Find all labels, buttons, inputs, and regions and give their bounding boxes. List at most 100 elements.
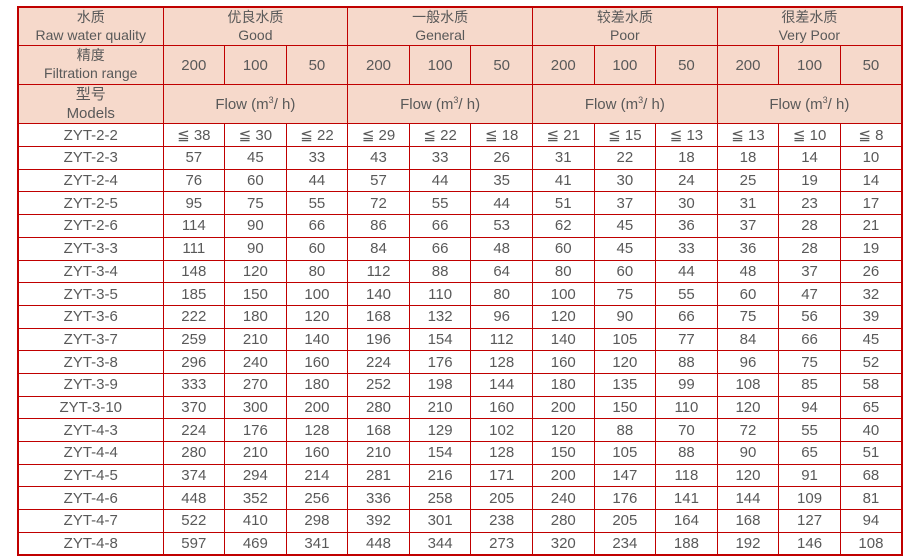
cubed-superscript: 3 bbox=[453, 94, 459, 105]
flow-value-cell: 120 bbox=[531, 304, 595, 329]
table-row: ZYT-3-3 111 90 60 84 66 48 60 45 33 36 28 19 bbox=[17, 236, 903, 261]
flow-value-cell: 58 bbox=[839, 372, 903, 397]
flow-value-cell: 120 bbox=[285, 304, 349, 329]
filtration-range-zh: 精度 bbox=[76, 47, 105, 64]
flow-value-cell: 140 bbox=[531, 327, 595, 352]
flow-value-cell: 88 bbox=[655, 441, 718, 465]
group-header-very-poor: 很差水质 Very Poor bbox=[716, 6, 903, 46]
flow-value-cell: 55 bbox=[778, 418, 841, 442]
flow-value-cell: 258 bbox=[408, 486, 472, 511]
flow-value-cell: 30 bbox=[593, 168, 657, 193]
filtration-value-cell: 100 bbox=[224, 45, 287, 85]
flow-value-cell: 26 bbox=[470, 146, 533, 170]
flow-value-cell: 185 bbox=[162, 282, 226, 306]
flow-value-cell: 150 bbox=[593, 395, 657, 420]
flow-value-cell: 45 bbox=[839, 327, 903, 352]
flow-value-cell: ≦ 13 bbox=[716, 123, 780, 148]
model-cell: ZYT-3-3 bbox=[17, 236, 164, 261]
flow-value-cell: 48 bbox=[716, 259, 780, 284]
flow-value-cell: 36 bbox=[655, 214, 718, 238]
flow-value-cell: 75 bbox=[224, 191, 287, 216]
flow-value-cell: ≦ 29 bbox=[347, 123, 410, 148]
table-body: ZYT-2-2 ≦ 38 ≦ 30 ≦ 22 ≦ 29 ≦ 22 ≦ 18 ≦ 21 ≦ 15 ≦… bbox=[17, 123, 903, 556]
flow-value-cell: 37 bbox=[593, 191, 657, 216]
model-cell: ZYT-2-2 bbox=[17, 123, 164, 148]
flow-value-cell: 160 bbox=[531, 350, 595, 374]
header-row-quality: 水质 Raw water quality 优良水质 Good 一般水质 Gene… bbox=[17, 6, 903, 46]
flow-value-cell: 188 bbox=[655, 531, 718, 556]
flow-unit-header: Flow (m3/ h) bbox=[347, 83, 533, 125]
flow-value-cell: 14 bbox=[778, 146, 841, 170]
group-good-zh: 优良水质 bbox=[227, 8, 284, 25]
flow-value-cell: 86 bbox=[347, 214, 410, 238]
flow-value-cell: 33 bbox=[285, 146, 349, 170]
flow-value-cell: 148 bbox=[162, 259, 226, 284]
flow-value-cell: 200 bbox=[531, 463, 595, 488]
flow-value-cell: ≦ 13 bbox=[655, 123, 718, 148]
flow-value-cell: 91 bbox=[778, 463, 841, 488]
flow-value-cell: 120 bbox=[224, 259, 287, 284]
flow-value-cell: 65 bbox=[778, 441, 841, 465]
flow-unit-header: Flow (m3/ h) bbox=[716, 83, 903, 125]
flow-value-cell: 44 bbox=[285, 168, 349, 193]
flow-value-cell: 108 bbox=[716, 372, 780, 397]
group-general-en: General bbox=[415, 26, 465, 43]
flow-value-cell: 85 bbox=[778, 372, 841, 397]
flow-value-cell: 45 bbox=[224, 146, 287, 170]
flow-value-cell: 45 bbox=[593, 214, 657, 238]
flow-value-cell: 60 bbox=[224, 168, 287, 193]
table-row: ZYT-2-6 114 90 66 86 66 53 62 45 36 37 28 21 bbox=[17, 214, 903, 238]
table-row: ZYT-3-9 333 270 180 252 198 144 180 135 99 108 85 58 bbox=[17, 372, 903, 397]
flow-value-cell: 99 bbox=[655, 372, 718, 397]
flow-value-cell: 108 bbox=[839, 531, 903, 556]
flow-value-cell: 62 bbox=[531, 214, 595, 238]
flow-unit-header: Flow (m3/ h) bbox=[162, 83, 349, 125]
flow-value-cell: 448 bbox=[162, 486, 226, 511]
flow-value-cell: 160 bbox=[285, 350, 349, 374]
flow-value-cell: 51 bbox=[839, 441, 903, 465]
flow-value-cell: 171 bbox=[470, 463, 533, 488]
flow-value-cell: 240 bbox=[531, 486, 595, 511]
flow-value-cell: 140 bbox=[347, 282, 410, 306]
flow-value-cell: 26 bbox=[839, 259, 903, 284]
model-cell: ZYT-2-5 bbox=[17, 191, 164, 216]
flow-value-cell: 198 bbox=[408, 372, 472, 397]
flow-value-cell: 210 bbox=[224, 327, 287, 352]
flow-value-cell: 522 bbox=[162, 509, 226, 533]
flow-value-cell: 100 bbox=[531, 282, 595, 306]
flow-value-cell: 176 bbox=[224, 418, 287, 442]
flow-value-cell: 44 bbox=[470, 191, 533, 216]
flow-value-cell: 56 bbox=[778, 304, 841, 329]
flow-value-cell: 192 bbox=[716, 531, 780, 556]
flow-value-cell: 214 bbox=[285, 463, 349, 488]
flow-value-cell: 270 bbox=[224, 372, 287, 397]
flow-value-cell: 180 bbox=[531, 372, 595, 397]
flow-value-cell: 90 bbox=[716, 441, 780, 465]
flow-value-cell: 128 bbox=[285, 418, 349, 442]
flow-value-cell: 45 bbox=[593, 236, 657, 261]
model-cell: ZYT-4-5 bbox=[17, 463, 164, 488]
group-header-general: 一般水质 General bbox=[347, 6, 533, 46]
flow-value-cell: 25 bbox=[716, 168, 780, 193]
flow-value-cell: 144 bbox=[470, 372, 533, 397]
flow-value-cell: 281 bbox=[347, 463, 410, 488]
flow-value-cell: 14 bbox=[839, 168, 903, 193]
flow-value-cell: 66 bbox=[285, 214, 349, 238]
flow-value-cell: 256 bbox=[285, 486, 349, 511]
flow-value-cell: 336 bbox=[347, 486, 410, 511]
flow-value-cell: 48 bbox=[470, 236, 533, 261]
flow-value-cell: 22 bbox=[593, 146, 657, 170]
flow-value-cell: 30 bbox=[655, 191, 718, 216]
flow-value-cell: 81 bbox=[839, 486, 903, 511]
flow-value-cell: 96 bbox=[470, 304, 533, 329]
flow-value-cell: 57 bbox=[162, 146, 226, 170]
filtration-value-cell: 200 bbox=[347, 45, 410, 85]
flow-value-cell: ≦ 30 bbox=[224, 123, 287, 148]
table-row: ZYT-2-5 95 75 55 72 55 44 51 37 30 31 23 17 bbox=[17, 191, 903, 216]
flow-value-cell: 68 bbox=[839, 463, 903, 488]
flow-value-cell: ≦ 38 bbox=[162, 123, 226, 148]
flow-value-cell: ≦ 8 bbox=[839, 123, 903, 148]
flow-value-cell: 10 bbox=[839, 146, 903, 170]
flow-value-cell: 150 bbox=[224, 282, 287, 306]
flow-value-cell: 43 bbox=[347, 146, 410, 170]
